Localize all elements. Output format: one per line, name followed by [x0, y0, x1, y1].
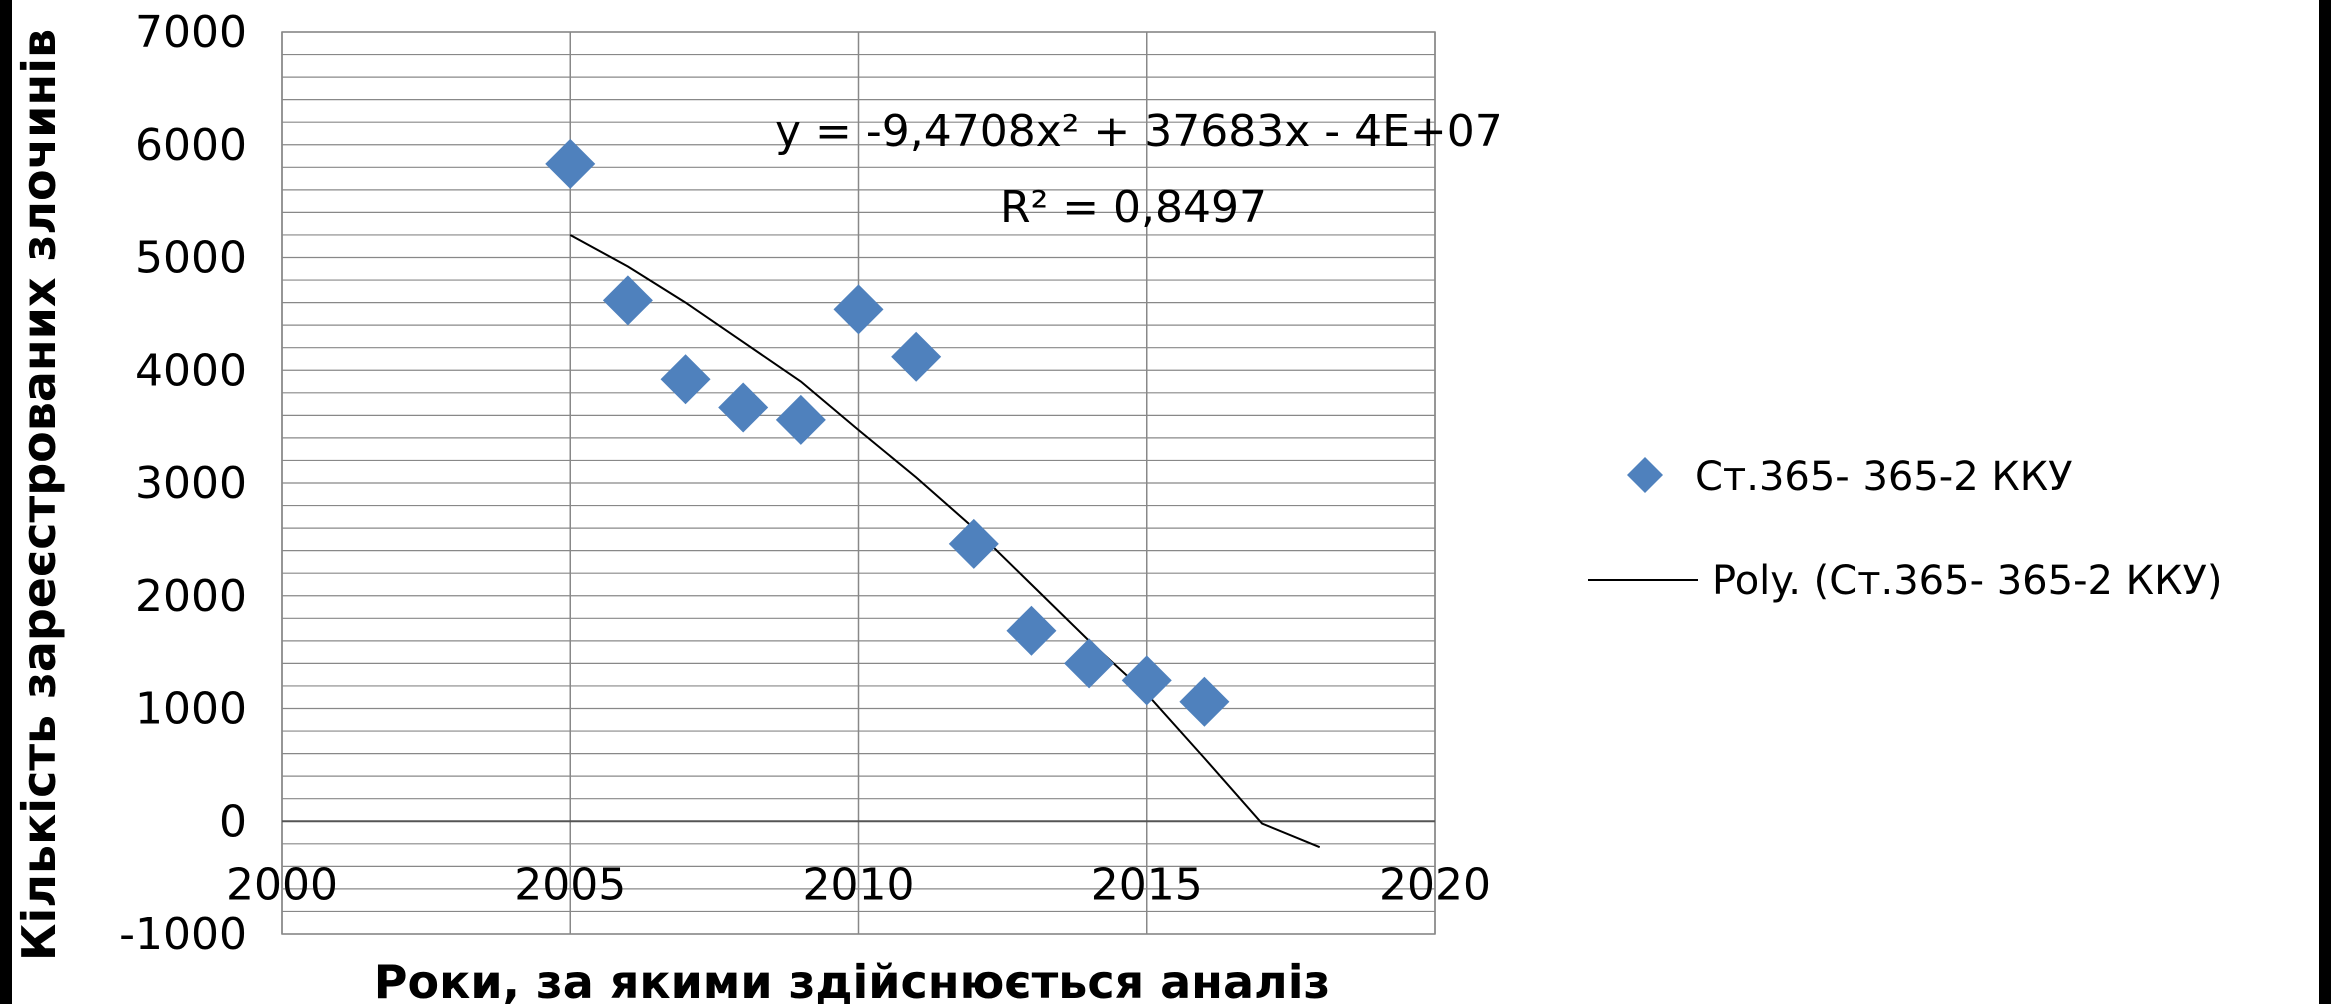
data-point: [602, 275, 653, 326]
data-point: [891, 331, 942, 382]
data-point: [1179, 676, 1230, 727]
x-tick-label: 2005: [514, 859, 626, 910]
x-tick-label: 2015: [1091, 859, 1203, 910]
y-tick-label: 0: [219, 796, 247, 847]
legend-diamond-marker: [1627, 457, 1663, 493]
x-tick-label: 2010: [803, 859, 915, 910]
r-squared-label: R² = 0,8497: [1000, 182, 1267, 233]
data-point: [833, 284, 884, 335]
plot-area-border: [281, 31, 1436, 935]
left-border: [0, 0, 12, 1004]
x-tick-label: 2000: [226, 859, 338, 910]
x-axis-tick-labels: 2000 2005 2010 2015 2020: [226, 859, 1491, 910]
x-tick-label: 2020: [1379, 859, 1491, 910]
y-tick-label: -1000: [119, 909, 247, 960]
y-axis-title: Кількість зареєстрованих злочинів: [12, 29, 66, 961]
data-point: [718, 382, 769, 433]
grid: [281, 31, 1436, 935]
y-axis-tick-labels: -1000 0 1000 2000 3000 4000 5000 6000 7000: [119, 7, 247, 960]
right-border: [2319, 0, 2331, 1004]
data-point: [775, 394, 826, 445]
data-point: [1064, 638, 1115, 689]
trendline-layer: [569, 234, 1321, 849]
y-tick-label: 1000: [135, 684, 247, 735]
y-tick-label: 4000: [135, 345, 247, 396]
y-tick-label: 5000: [135, 233, 247, 284]
y-tick-label: 2000: [135, 571, 247, 622]
equation-label: y = -9,4708x² + 37683x - 4E+07: [775, 106, 1503, 157]
data-point: [545, 138, 596, 189]
trendline: [569, 234, 1321, 849]
legend-series-label: Ст.365- 365-2 ККУ: [1695, 454, 2073, 500]
y-tick-label: 6000: [135, 120, 247, 171]
y-tick-label: 3000: [135, 458, 247, 509]
data-points: [545, 138, 1230, 727]
legend: Ст.365- 365-2 ККУ Poly. (Ст.365- 365-2 К…: [1588, 454, 2222, 604]
data-point: [1121, 655, 1172, 706]
x-axis-title: Роки, за якими здійснюється аналіз: [374, 955, 1330, 1004]
data-point: [948, 518, 999, 569]
data-point: [1006, 605, 1057, 656]
y-tick-label: 7000: [135, 7, 247, 58]
legend-trendline-label: Poly. (Ст.365- 365-2 ККУ): [1712, 558, 2222, 604]
data-point: [660, 354, 711, 405]
